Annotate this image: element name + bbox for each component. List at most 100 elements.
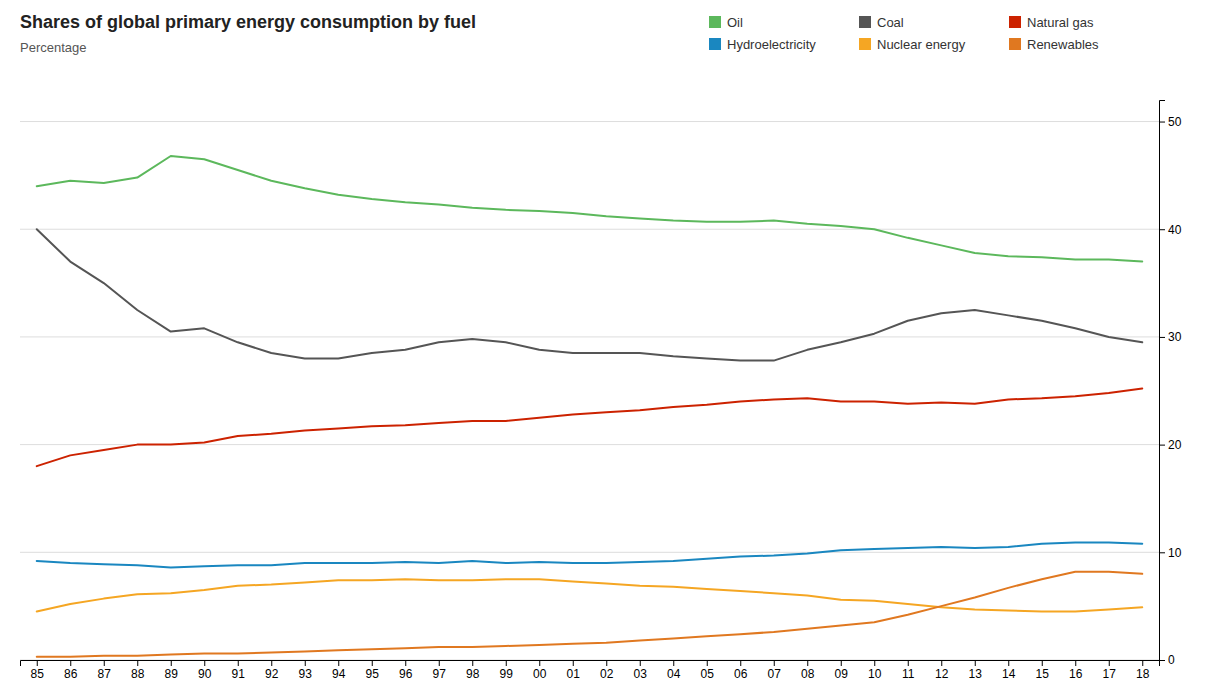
- lines: [37, 156, 1143, 657]
- x-tick: 07: [768, 660, 782, 681]
- x-tick-mark: [908, 660, 909, 666]
- x-axis: 85 86 87 88 89 90 91 92 93 94 95 96 97 98 99 00 01 02 03 04…: [21, 660, 1160, 681]
- x-tick-mark: [807, 660, 808, 666]
- x-tick-mark: [841, 660, 842, 666]
- x-tick-mark: [506, 660, 507, 666]
- legend-label: Hydroelectricity: [727, 37, 816, 52]
- legend-item: Coal: [859, 15, 904, 30]
- legend-label: Oil: [727, 15, 743, 30]
- x-tick: 87: [98, 660, 112, 681]
- x-tick-mark: [204, 660, 205, 666]
- x-tick-mark: [573, 660, 574, 666]
- x-tick-mark: [439, 660, 440, 666]
- chart: Shares of global primary energy consumpt…: [0, 0, 1209, 700]
- x-tick: 18: [1136, 660, 1150, 681]
- title: Shares of global primary energy consumpt…: [20, 12, 476, 32]
- x-tick-label: 85: [31, 667, 45, 681]
- x-tick-label: 13: [969, 667, 983, 681]
- x-tick-mark: [740, 660, 741, 666]
- y-axis-line: [1160, 101, 1166, 661]
- x-tick-label: 14: [1002, 667, 1016, 681]
- x-tick: 85: [31, 660, 45, 681]
- series-line: [37, 543, 1143, 568]
- x-tick-label: 86: [64, 667, 78, 681]
- x-tick-mark: [1075, 660, 1076, 666]
- grid-line: [20, 229, 1159, 230]
- legend: Oil Coal Natural gas Hydroelectricity Nuclea…: [709, 15, 1099, 52]
- x-tick-label: 88: [131, 667, 145, 681]
- x-tick-label: 05: [701, 667, 715, 681]
- legend-label: Coal: [877, 15, 904, 30]
- x-tick-label: 18: [1136, 667, 1150, 681]
- x-tick-label: 02: [600, 667, 614, 681]
- x-tick-label: 01: [567, 667, 581, 681]
- x-tick-label: 89: [165, 667, 179, 681]
- y-tick-label: 20: [1168, 438, 1182, 452]
- x-tick: 15: [1036, 660, 1050, 681]
- x-tick: 90: [198, 660, 212, 681]
- legend-swatch: [859, 16, 871, 28]
- x-tick: 16: [1069, 660, 1083, 681]
- series-line: [37, 579, 1143, 611]
- x-tick-mark: [1142, 660, 1143, 666]
- x-tick: 99: [500, 660, 514, 681]
- legend-label: Natural gas: [1027, 15, 1094, 30]
- x-tick-mark: [271, 660, 272, 666]
- x-tick: 94: [332, 660, 346, 681]
- grid-line: [20, 552, 1159, 553]
- y-tick-mark: [1159, 337, 1165, 338]
- y-tick-label: 40: [1168, 223, 1182, 237]
- x-tick-label: 95: [366, 667, 380, 681]
- x-tick-label: 06: [734, 667, 748, 681]
- legend-swatch: [1009, 16, 1021, 28]
- x-tick-label: 15: [1036, 667, 1050, 681]
- x-tick-label: 93: [299, 667, 313, 681]
- x-tick-mark: [774, 660, 775, 666]
- x-tick-label: 04: [667, 667, 681, 681]
- x-tick-label: 00: [533, 667, 547, 681]
- x-tick: 08: [801, 660, 815, 681]
- x-tick-label: 03: [634, 667, 648, 681]
- x-tick: 88: [131, 660, 145, 681]
- x-tick-mark: [1109, 660, 1110, 666]
- y-tick-label: 0: [1168, 653, 1175, 667]
- x-tick: 95: [366, 660, 380, 681]
- x-tick-mark: [405, 660, 406, 666]
- x-tick: 00: [533, 660, 547, 681]
- x-tick-mark: [104, 660, 105, 666]
- legend-label: Nuclear energy: [877, 37, 966, 52]
- y-tick-mark: [1159, 122, 1165, 123]
- x-tick-mark: [941, 660, 942, 666]
- y-tick-mark: [1159, 229, 1165, 230]
- legend-item: Hydroelectricity: [709, 37, 816, 52]
- x-tick-mark: [606, 660, 607, 666]
- y-tick: 50: [1159, 115, 1182, 129]
- x-tick-mark: [539, 660, 540, 666]
- x-tick: 17: [1103, 660, 1117, 681]
- x-tick: 14: [1002, 660, 1016, 681]
- x-tick: 96: [399, 660, 413, 681]
- x-tick: 01: [567, 660, 581, 681]
- x-tick: 92: [265, 660, 279, 681]
- x-tick-label: 96: [399, 667, 413, 681]
- x-tick-label: 91: [232, 667, 246, 681]
- legend-swatch: [1009, 38, 1021, 50]
- grid-line: [20, 121, 1159, 122]
- x-tick-label: 17: [1103, 667, 1117, 681]
- x-tick: 86: [64, 660, 78, 681]
- x-tick-label: 12: [935, 667, 949, 681]
- x-tick-label: 92: [265, 667, 279, 681]
- x-tick-mark: [707, 660, 708, 666]
- series-line: [37, 229, 1143, 360]
- x-tick: 93: [299, 660, 313, 681]
- x-tick: 89: [165, 660, 179, 681]
- x-tick-mark: [472, 660, 473, 666]
- x-tick: 11: [902, 660, 915, 681]
- x-tick-label: 98: [466, 667, 480, 681]
- x-tick: 02: [600, 660, 614, 681]
- x-tick-mark: [874, 660, 875, 666]
- x-tick-label: 09: [835, 667, 849, 681]
- x-tick: 97: [433, 660, 447, 681]
- x-tick-mark: [640, 660, 641, 666]
- x-tick-mark: [137, 660, 138, 666]
